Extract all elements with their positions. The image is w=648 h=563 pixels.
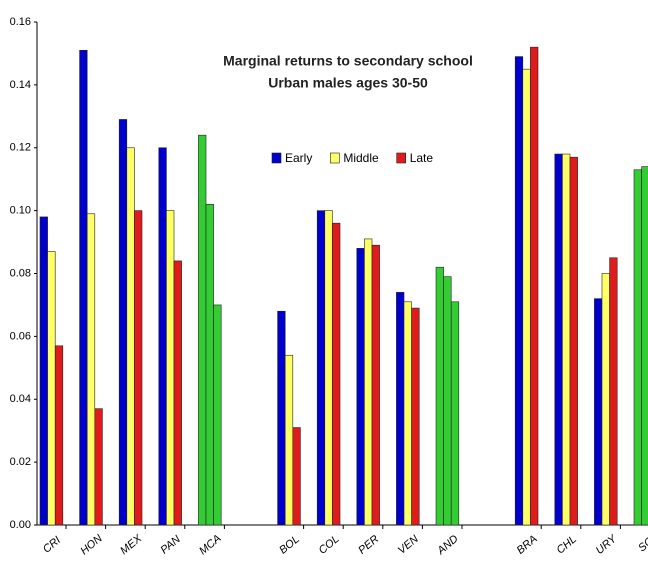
bar <box>277 310 286 526</box>
bar <box>213 304 222 526</box>
bar <box>118 119 128 526</box>
legend-swatch <box>271 152 282 164</box>
bar <box>316 210 326 526</box>
bar <box>641 166 648 526</box>
bar <box>514 56 524 526</box>
y-tick-label: 0.16 <box>10 16 31 28</box>
bar <box>332 222 341 526</box>
bar <box>39 216 48 526</box>
bar <box>173 260 182 526</box>
x-tick-label: AND <box>434 533 460 558</box>
legend-swatch <box>396 152 407 164</box>
legend-label: Early <box>285 151 312 165</box>
bar <box>134 210 143 526</box>
bar <box>633 169 642 526</box>
x-tick-label: BOL <box>277 533 302 556</box>
x-tick-label: CHL <box>554 533 579 556</box>
chart-subtitle: Urban males ages 30-50 <box>268 75 428 91</box>
x-tick-label: PAN <box>159 533 183 556</box>
x-tick-label: BRA <box>515 533 540 557</box>
x-tick-label: MCA <box>197 532 223 557</box>
y-tick-label: 0.04 <box>10 393 31 405</box>
x-tick-label: HON <box>78 532 104 557</box>
bar <box>284 354 294 526</box>
y-tick-label: 0.00 <box>10 519 31 531</box>
y-tick-label: 0.12 <box>10 142 31 154</box>
bar <box>54 345 64 526</box>
bar <box>205 204 214 526</box>
bar <box>601 273 610 526</box>
y-tick-label: 0.10 <box>10 205 31 217</box>
bar <box>324 210 333 526</box>
bar <box>364 238 373 526</box>
legend-label: Middle <box>343 151 379 165</box>
bar <box>443 276 452 526</box>
x-tick-label: SC <box>636 535 648 554</box>
bar <box>530 46 539 526</box>
bar <box>396 292 405 526</box>
bar <box>569 156 578 526</box>
bar <box>371 244 380 526</box>
x-tick-label: PER <box>356 533 381 557</box>
bar <box>292 427 301 526</box>
bar <box>126 147 135 526</box>
x-tick-label: URY <box>594 533 620 557</box>
legend-label: Late <box>410 151 434 165</box>
x-tick-label: CRI <box>41 534 63 555</box>
bar <box>86 213 96 526</box>
y-tick-label: 0.06 <box>10 330 31 342</box>
bar <box>562 153 571 526</box>
bar <box>94 408 103 526</box>
bar <box>594 298 603 526</box>
bar <box>47 251 56 526</box>
bar <box>356 248 365 526</box>
bar <box>403 301 412 526</box>
bar <box>198 134 207 526</box>
y-tick-label: 0.08 <box>10 267 31 279</box>
chart-title: Marginal returns to secondary school <box>223 53 473 69</box>
x-tick-label: VEN <box>396 533 421 557</box>
bar <box>435 266 444 526</box>
bar <box>166 210 175 526</box>
bar <box>158 147 167 526</box>
bar <box>411 307 420 526</box>
x-tick-label: MEX <box>118 532 144 557</box>
bar <box>450 301 460 526</box>
bar <box>522 68 531 526</box>
legend-swatch <box>330 152 340 164</box>
y-tick-label: 0.14 <box>10 79 31 91</box>
bar <box>609 257 618 526</box>
x-tick-label: COL <box>317 533 342 557</box>
bar <box>79 49 88 526</box>
bar <box>554 153 563 526</box>
y-tick-label: 0.02 <box>10 456 31 468</box>
